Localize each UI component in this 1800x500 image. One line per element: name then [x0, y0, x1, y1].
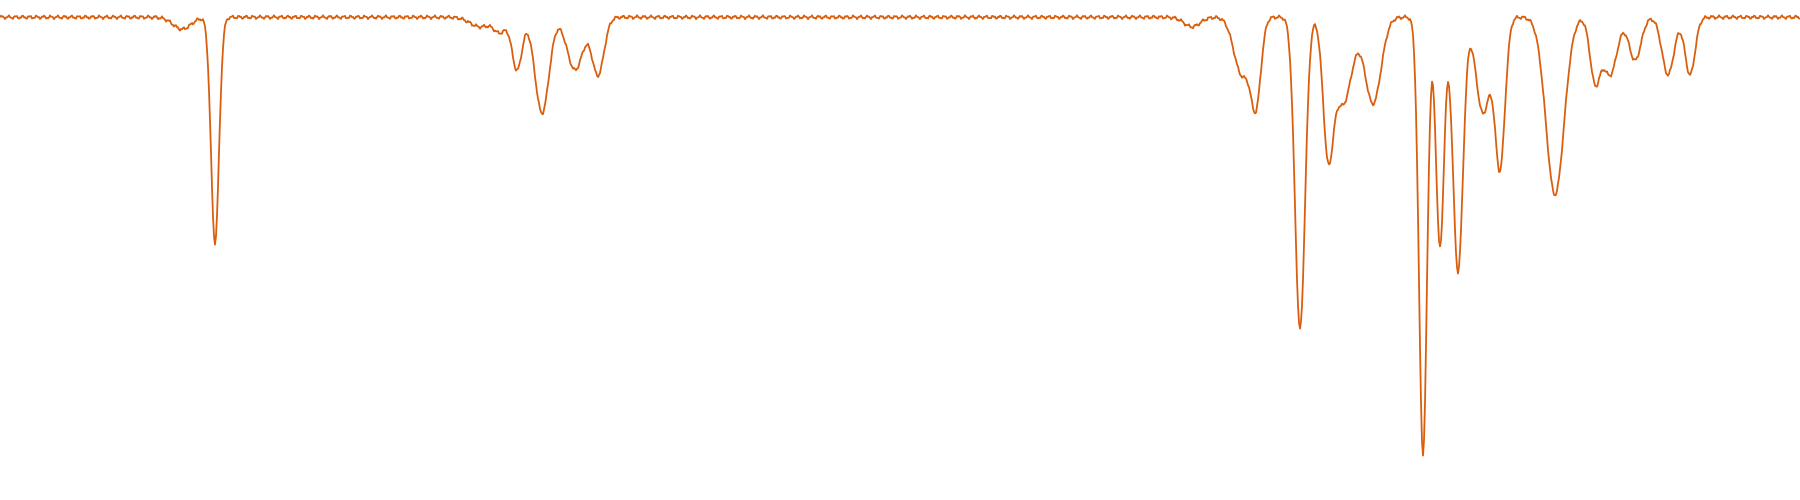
- series-line-0: [0, 14, 1800, 457]
